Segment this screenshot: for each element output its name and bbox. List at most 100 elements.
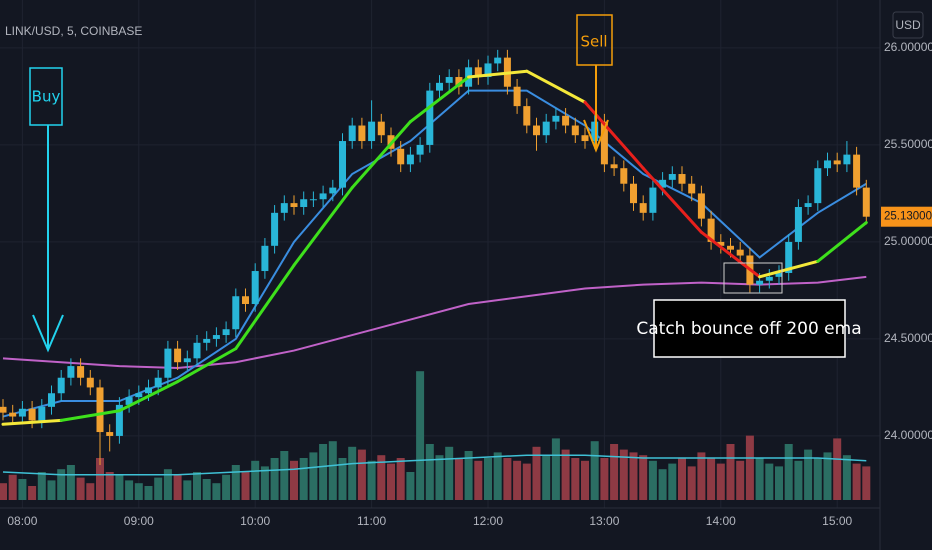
- candle-body: [571, 125, 579, 136]
- sell-label: Sell: [580, 33, 607, 51]
- volume-bar: [377, 455, 386, 500]
- volume-bar: [328, 441, 337, 500]
- volume-bar: [775, 466, 783, 500]
- candle-body: [145, 387, 152, 394]
- volume-bar: [522, 463, 531, 500]
- volume-bar: [144, 486, 153, 500]
- candle-body: [756, 280, 764, 285]
- volume-bar: [445, 446, 454, 500]
- plot-area: [0, 0, 880, 508]
- candle-body: [445, 77, 453, 83]
- volume-bar: [348, 446, 357, 500]
- bounce-highlight: [723, 262, 783, 294]
- volume-bar: [416, 371, 425, 500]
- volume-bar: [610, 444, 619, 500]
- candle-body: [96, 387, 104, 433]
- candle-body: [736, 249, 744, 256]
- ema-segment: [350, 120, 412, 190]
- ema-segment: [816, 221, 868, 263]
- volume-bar: [736, 460, 745, 500]
- buy-box: [29, 67, 63, 126]
- candle-body: [474, 67, 482, 78]
- volume-bar: [241, 472, 250, 500]
- currency-button[interactable]: [892, 11, 924, 39]
- volume-bar: [280, 451, 289, 500]
- x-tick-label: 08:00: [7, 514, 37, 528]
- ema-segment: [408, 75, 471, 124]
- buy-arrow-head: [32, 314, 64, 353]
- volume-bar: [542, 455, 551, 500]
- candle-body: [339, 141, 346, 188]
- volume-bar: [493, 452, 502, 500]
- currency-button-label[interactable]: USD: [895, 18, 921, 32]
- ema-segment: [176, 347, 238, 384]
- candle-body: [212, 335, 220, 339]
- volume-bar: [319, 444, 328, 500]
- volume-bar: [581, 460, 589, 500]
- candle-body: [833, 160, 841, 165]
- volume-bar: [47, 480, 56, 500]
- x-tick-label: 11:00: [357, 514, 386, 528]
- candle-body: [0, 406, 7, 413]
- sell-arrow-head: [583, 119, 609, 153]
- volume-bar: [260, 466, 269, 500]
- candle-body: [280, 203, 288, 213]
- volume-bar: [678, 458, 686, 500]
- y-tick-label: 25.00000: [884, 234, 932, 248]
- candle-body: [542, 121, 550, 136]
- candle-body: [164, 348, 172, 378]
- volume-bar: [154, 477, 163, 500]
- volume-bar: [823, 452, 832, 500]
- candle-body: [67, 366, 75, 378]
- candle-body: [552, 115, 560, 122]
- ema-segment: [117, 380, 180, 413]
- volume-bar: [270, 458, 279, 500]
- volume-bar: [658, 469, 667, 500]
- volume-bar: [765, 463, 774, 500]
- ema-segment: [699, 230, 762, 279]
- candle-body: [397, 148, 405, 165]
- candle-body: [513, 86, 521, 107]
- ema-segment: [583, 100, 645, 170]
- volume-bar: [435, 455, 444, 500]
- x-tick-label: 09:00: [124, 514, 154, 528]
- volume-bar: [454, 458, 463, 500]
- volume-bar: [503, 458, 512, 500]
- volume-bar: [290, 460, 298, 500]
- candle-body: [368, 121, 376, 142]
- volume-bar: [707, 458, 716, 500]
- candle-body: [659, 179, 667, 188]
- volume-bar: [134, 483, 143, 500]
- y-tick-label: 24.00000: [884, 428, 932, 442]
- candle-body: [290, 203, 298, 208]
- candle-body: [183, 358, 191, 363]
- volume-bar: [484, 458, 492, 500]
- volume-bar: [813, 458, 822, 500]
- volume-bar: [464, 451, 473, 500]
- candle-body: [853, 154, 861, 188]
- candle-body: [406, 154, 414, 165]
- y-tick-label: 26.00000: [884, 40, 932, 54]
- ema-segment: [641, 166, 703, 234]
- volume-bar: [513, 460, 522, 500]
- candle-body: [610, 164, 618, 169]
- candle-body: [174, 348, 182, 363]
- ema-segment: [234, 263, 296, 351]
- candle-body: [649, 187, 657, 213]
- symbol-label: LINK/USD, 5, COINBASE: [5, 24, 142, 38]
- candle-body: [814, 168, 822, 204]
- candle-body: [9, 412, 17, 417]
- volume-bar: [37, 472, 46, 500]
- volume-bar: [183, 480, 192, 500]
- volume-bar: [115, 474, 124, 500]
- volume-bar: [66, 465, 75, 500]
- candle-body: [775, 272, 783, 277]
- last-price-label: 25.13000: [884, 211, 932, 223]
- candle-body: [348, 125, 356, 142]
- candle-body: [484, 63, 492, 78]
- ema-segment: [292, 186, 354, 267]
- bounce-label: Catch bounce off 200 ema: [636, 319, 861, 339]
- candle-body: [678, 174, 686, 184]
- candle-body: [765, 276, 773, 281]
